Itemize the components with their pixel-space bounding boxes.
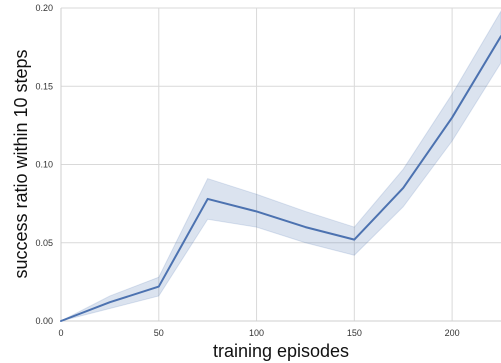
- x-tick-label: 100: [249, 328, 264, 338]
- x-tick-label: 150: [347, 328, 362, 338]
- x-tick-label: 50: [154, 328, 164, 338]
- y-tick-label: 0.05: [35, 238, 53, 248]
- y-axis-title: success ratio within 10 steps: [11, 49, 31, 278]
- y-tick-label: 0.15: [35, 81, 53, 91]
- x-tick-label: 0: [58, 328, 63, 338]
- confidence-bands: [60, 10, 501, 322]
- series-lines: [60, 35, 501, 322]
- y-tick-label: 0.20: [35, 3, 53, 13]
- x-axis-title: training episodes: [213, 341, 349, 361]
- x-tick-label: 200: [445, 328, 460, 338]
- series-line-0: [60, 35, 501, 322]
- grid: [60, 7, 501, 322]
- tick-labels: 0 50 100 150 200 0.00 0.05 0.10 0.15 0.20: [35, 3, 459, 338]
- confidence-band-0: [60, 10, 501, 322]
- y-tick-label: 0.10: [35, 160, 53, 170]
- y-tick-label: 0.00: [35, 316, 53, 326]
